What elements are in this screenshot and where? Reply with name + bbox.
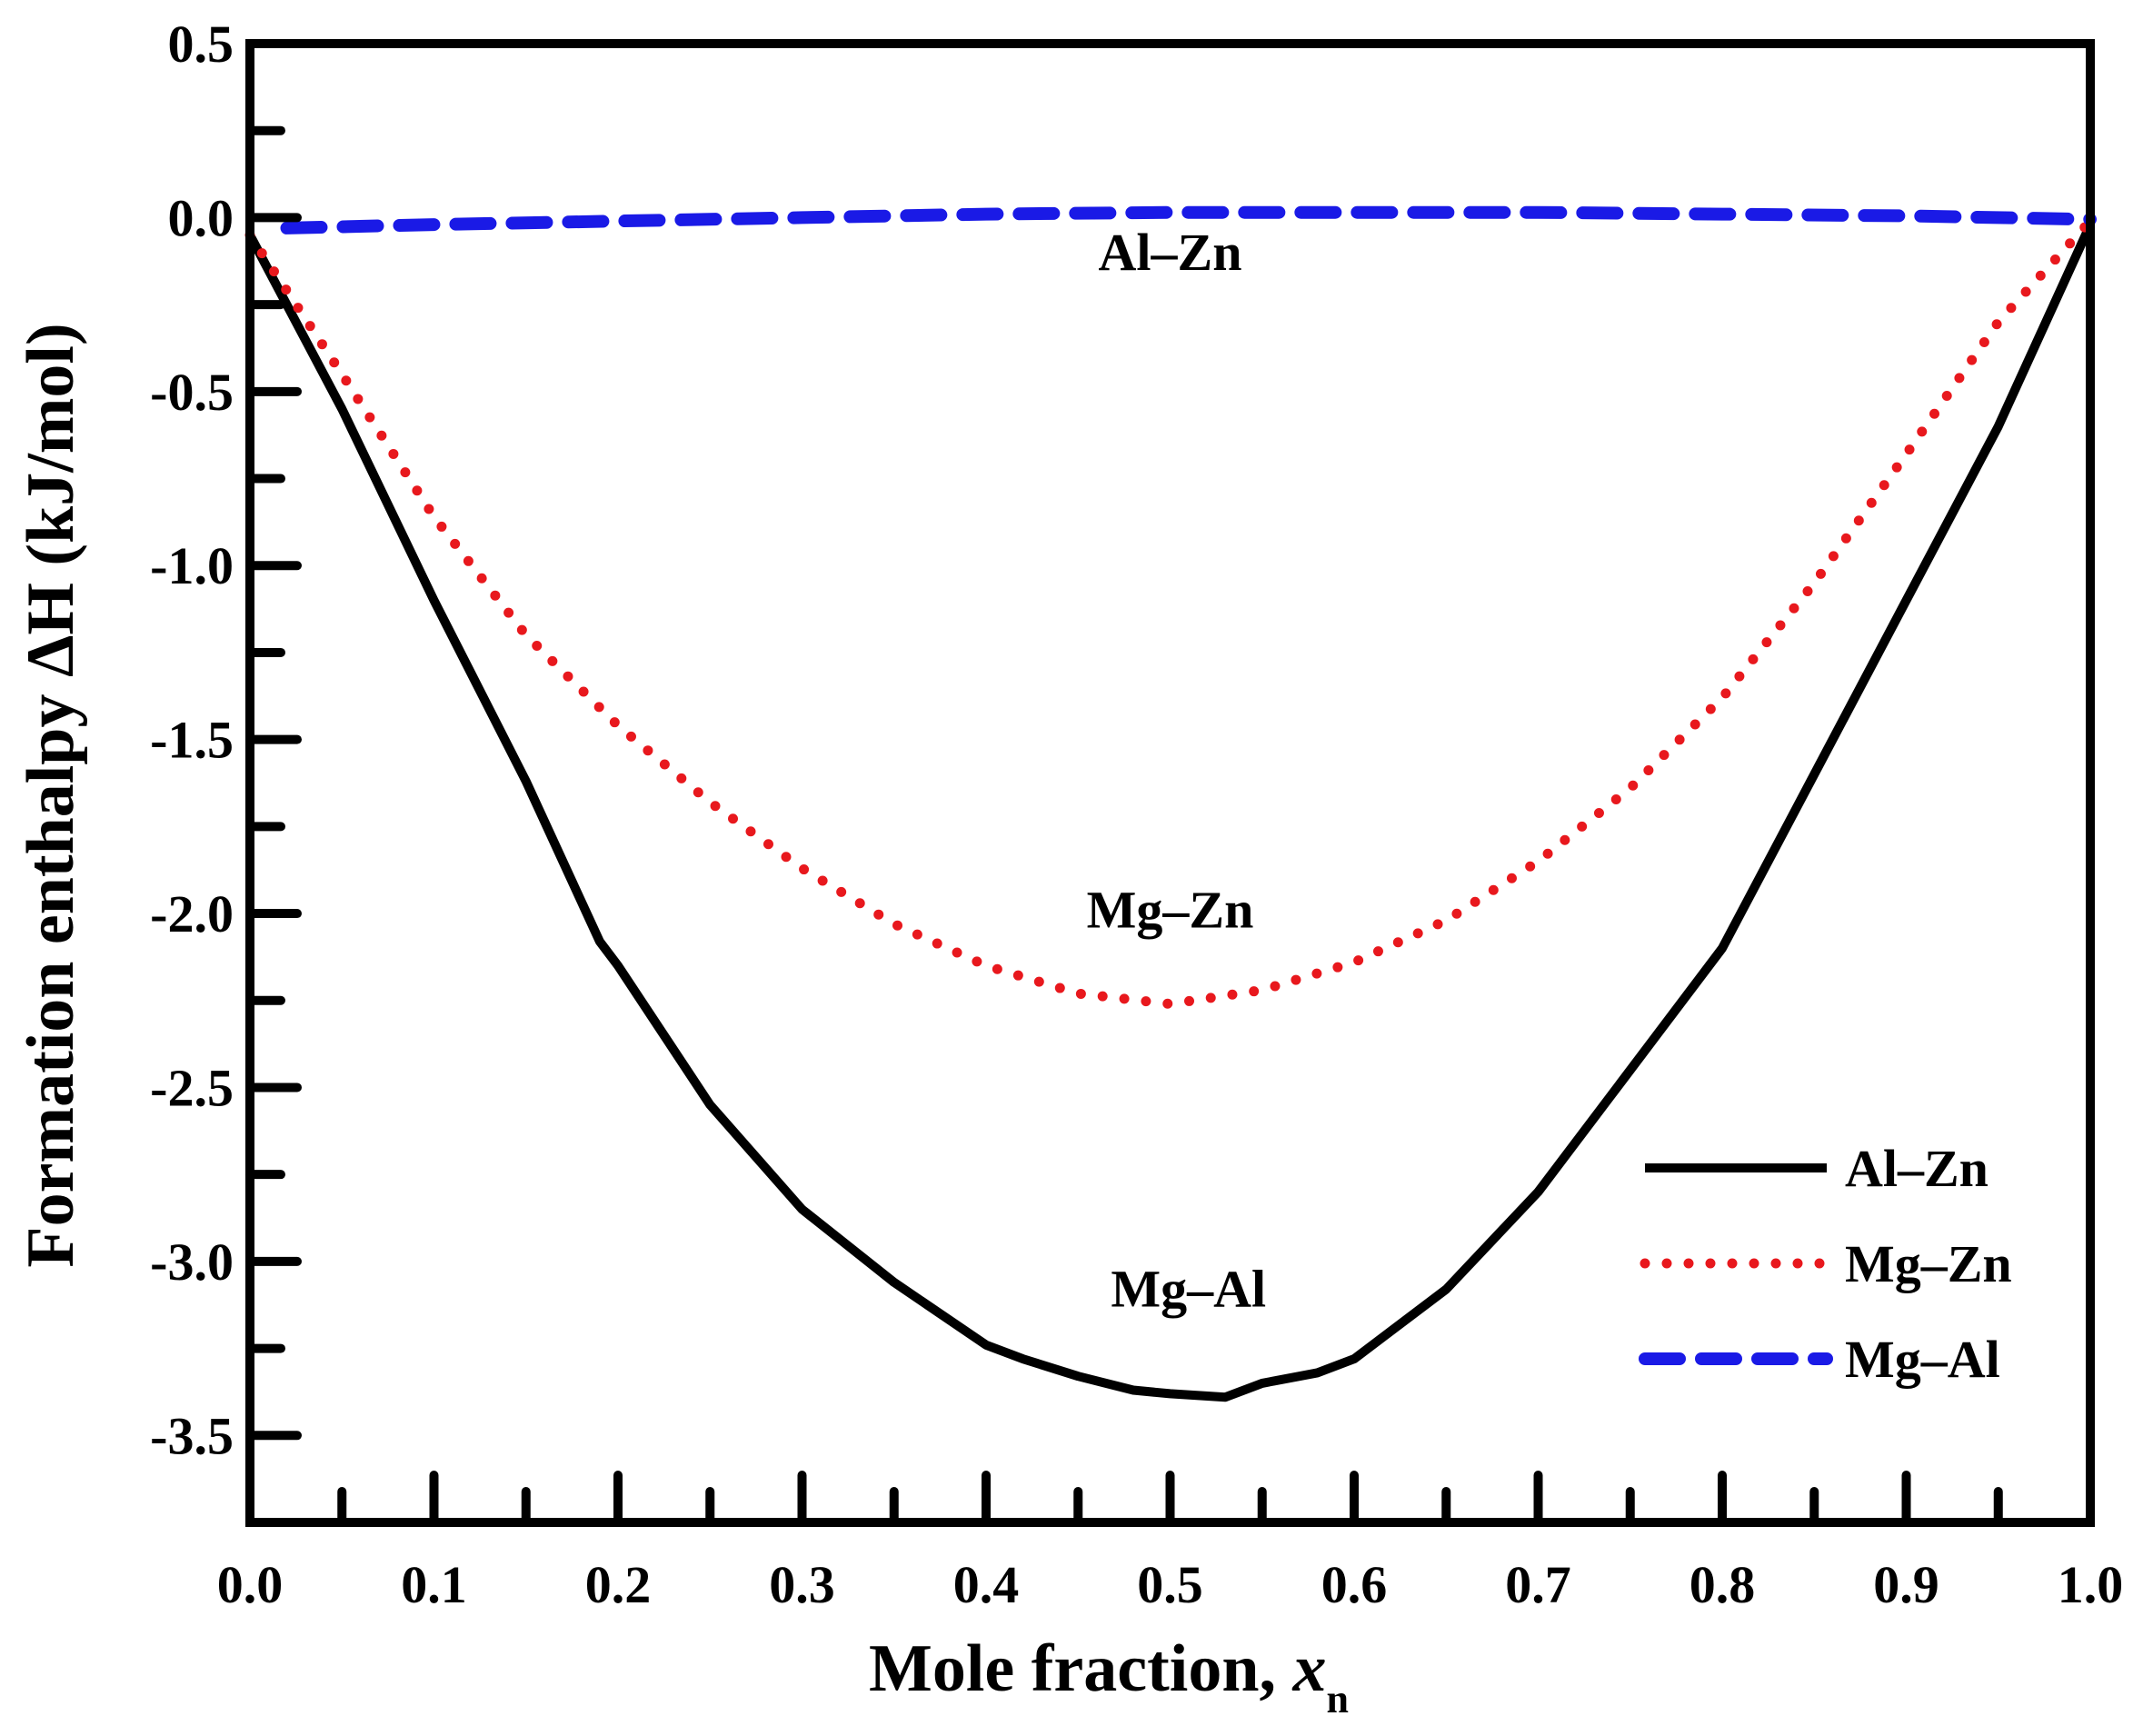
- x-tick-label: 0.7: [1505, 1555, 1571, 1614]
- x-axis-title: Mole fraction, xn: [869, 1631, 1349, 1721]
- x-tick-label: 0.8: [1690, 1555, 1756, 1614]
- series-line-1: [244, 215, 2096, 1010]
- curve-label: Mg–Al: [1111, 1260, 1266, 1319]
- x-axis-title-var: x: [1291, 1631, 1326, 1706]
- x-tick-label: 0.6: [1321, 1555, 1388, 1614]
- y-tick-label: 0.0: [168, 188, 234, 247]
- x-tick-label: 0.5: [1137, 1555, 1203, 1614]
- y-axis-title: Formation enthalpy ΔH (kJ/mol): [14, 323, 88, 1267]
- x-tick-label: 0.4: [953, 1555, 1020, 1614]
- legend: Al–Zn Mg–Zn Mg–Al: [1639, 1139, 2012, 1389]
- annotations: Al–Zn Mg–Zn Mg–Al: [1087, 223, 1266, 1319]
- x-tick-label: 0.2: [585, 1555, 652, 1614]
- x-tick-label: 0.1: [401, 1555, 467, 1614]
- curve-label: Al–Zn: [1099, 223, 1242, 282]
- legend-label: Mg–Al: [1845, 1330, 2000, 1389]
- curve-label: Mg–Zn: [1087, 880, 1254, 939]
- x-axis-title-text: Mole fraction,: [869, 1631, 1292, 1706]
- y-tick-label: 0.5: [168, 15, 234, 74]
- legend-label: Mg–Zn: [1845, 1234, 2012, 1293]
- y-tick-label: -2.0: [150, 884, 234, 943]
- x-tick-label: 0.9: [1873, 1555, 1939, 1614]
- x-axis-title-sub: n: [1326, 1677, 1348, 1721]
- y-tick-label: -1.0: [150, 536, 234, 595]
- y-tick-label: -0.5: [150, 363, 234, 422]
- x-tick-label: 1.0: [2058, 1555, 2124, 1614]
- y-tick-label: -3.5: [150, 1406, 234, 1465]
- x-tick-label: 0.3: [769, 1555, 835, 1614]
- labels-layer: 0.0 0.1 0.2 0.3 0.4 0.5 0.6 0.7 0.8 0.9 1.0 0.5 0.0 -…: [150, 15, 2123, 1614]
- series-layer: [244, 205, 2097, 1402]
- y-tick-label: -1.5: [150, 711, 234, 770]
- legend-label: Al–Zn: [1845, 1139, 1989, 1198]
- series-line-0: [245, 223, 2095, 1402]
- y-tick-label: -3.0: [150, 1232, 234, 1292]
- ticks-layer: [245, 39, 2095, 1527]
- y-tick-label: -2.5: [150, 1058, 234, 1117]
- series-line-2: [280, 205, 2097, 234]
- x-tick-label: 0.0: [217, 1555, 284, 1614]
